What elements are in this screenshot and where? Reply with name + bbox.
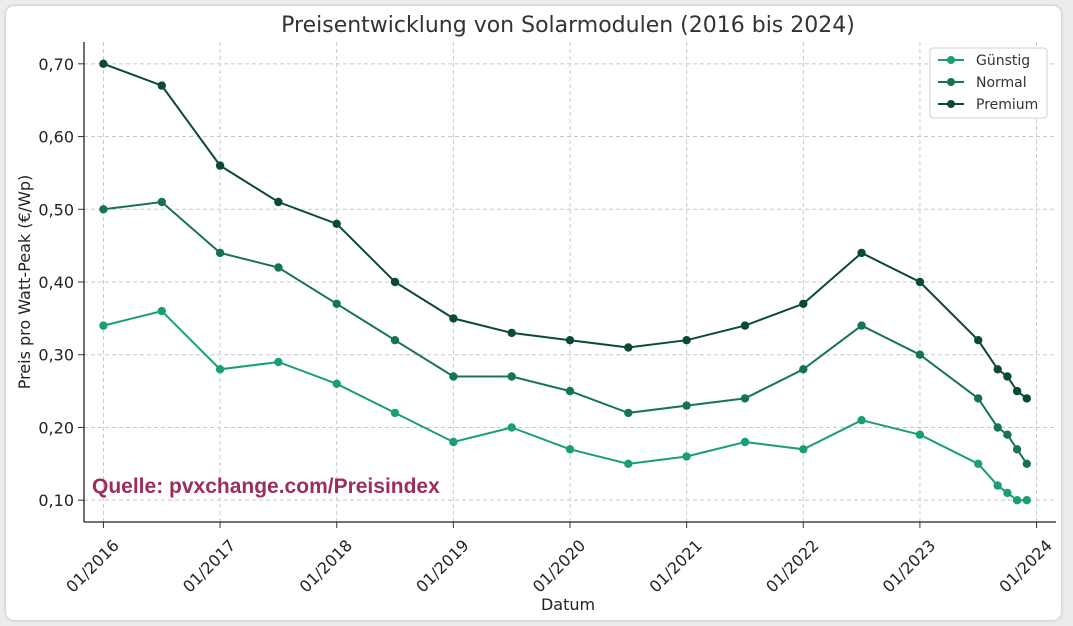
x-axis-title: Datum [541, 595, 595, 614]
y-tick-label: 0,10 [38, 491, 74, 510]
x-tick-label: 01/2017 [179, 536, 239, 596]
data-point-normal [1003, 430, 1012, 439]
y-tick-label: 0,70 [38, 55, 74, 74]
y-tick-label: 0,50 [38, 200, 74, 219]
data-point-g-nstig [565, 445, 575, 454]
data-point-g-nstig [157, 306, 166, 316]
data-point-premium [1022, 394, 1031, 403]
data-point-premium [99, 59, 108, 68]
series-line-premium [103, 62, 1028, 400]
y-tick-label: 0,20 [38, 418, 74, 437]
legend-label-normal: Normal [976, 75, 1027, 91]
data-point-premium [507, 328, 516, 338]
data-point-normal [993, 423, 1002, 432]
source-annotation: Quelle: pvxchange.com/Preisindex [92, 475, 440, 498]
data-point-g-nstig [1003, 488, 1012, 498]
legend-box [929, 47, 1048, 119]
data-point-normal [274, 263, 283, 272]
data-point-normal [157, 197, 166, 207]
data-point-g-nstig [449, 437, 458, 447]
data-point-normal [99, 205, 108, 214]
x-tick-label: 01/2018 [296, 536, 356, 596]
data-point-premium [565, 336, 575, 345]
data-point-premium [1003, 372, 1012, 381]
data-point-premium [857, 248, 866, 258]
data-point-g-nstig [624, 459, 633, 468]
data-point-g-nstig [99, 321, 108, 330]
data-point-g-nstig [507, 423, 516, 432]
data-point-premium [974, 336, 983, 345]
data-point-normal [1012, 445, 1022, 454]
x-tick-label: 01/2024 [995, 536, 1055, 596]
data-point-g-nstig [682, 452, 691, 461]
data-point-premium [993, 365, 1002, 374]
data-point-normal [682, 401, 691, 410]
data-point-normal [332, 299, 341, 308]
legend: Günstig Normal Premium [929, 47, 1048, 119]
data-point-premium [332, 219, 341, 228]
data-point-g-nstig [390, 408, 400, 418]
series-line-g-nstig [103, 309, 1027, 502]
data-point-normal [857, 321, 866, 330]
data-point-premium [449, 314, 458, 323]
data-point-normal [390, 336, 400, 345]
data-point-normal [799, 365, 808, 374]
data-point-g-nstig [993, 481, 1002, 490]
x-tick-label: 01/2020 [529, 536, 589, 596]
series-group [99, 59, 1031, 505]
data-point-premium [157, 81, 166, 90]
data-point-normal [624, 408, 633, 418]
data-point-g-nstig [1012, 496, 1022, 505]
data-point-g-nstig [332, 379, 341, 388]
data-point-g-nstig [857, 416, 866, 425]
data-point-normal [740, 394, 750, 403]
legend-label-g-nstig: Günstig [976, 53, 1030, 69]
legend-marker-normal [947, 78, 955, 86]
data-point-normal [915, 350, 925, 359]
data-point-premium [624, 343, 633, 352]
y-tick-label: 0,60 [38, 128, 74, 147]
data-point-g-nstig [1022, 496, 1031, 505]
chart-card [6, 6, 1061, 620]
grid-lines [84, 42, 1056, 522]
data-point-premium [1012, 386, 1022, 396]
legend-label-premium: Premium [976, 97, 1038, 113]
y-tick-label: 0,40 [38, 273, 74, 292]
data-point-g-nstig [799, 445, 808, 454]
data-point-normal [565, 386, 575, 396]
data-point-premium [799, 299, 808, 308]
series-line-normal [103, 200, 1028, 465]
data-point-g-nstig [740, 437, 750, 447]
legend-marker-premium [947, 100, 955, 108]
x-tick-label: 01/2023 [879, 536, 939, 596]
data-point-g-nstig [915, 430, 925, 439]
y-axis-title: Preis pro Watt-Peak (€/Wp) [15, 175, 34, 390]
data-point-premium [390, 277, 400, 287]
x-tick-label: 01/2019 [412, 536, 472, 596]
legend-marker-g-nstig [947, 56, 955, 64]
data-point-normal [215, 248, 225, 258]
data-point-normal [974, 394, 983, 403]
data-point-g-nstig [215, 365, 225, 374]
data-point-normal [1022, 459, 1031, 468]
x-tick-label: 01/2022 [762, 536, 822, 596]
chart-title: Preisentwicklung von Solarmodulen (2016 … [281, 13, 855, 38]
x-tick-label: 01/2021 [646, 536, 706, 596]
data-point-normal [507, 372, 516, 381]
data-point-premium [915, 277, 925, 287]
x-tick-label: 01/2016 [62, 536, 122, 596]
data-point-premium [740, 321, 750, 330]
data-point-g-nstig [974, 459, 983, 468]
data-point-premium [274, 197, 283, 207]
data-point-premium [215, 161, 225, 170]
y-tick-label: 0,30 [38, 346, 74, 365]
data-point-normal [449, 372, 458, 381]
data-point-g-nstig [274, 357, 283, 367]
data-point-premium [682, 336, 691, 345]
